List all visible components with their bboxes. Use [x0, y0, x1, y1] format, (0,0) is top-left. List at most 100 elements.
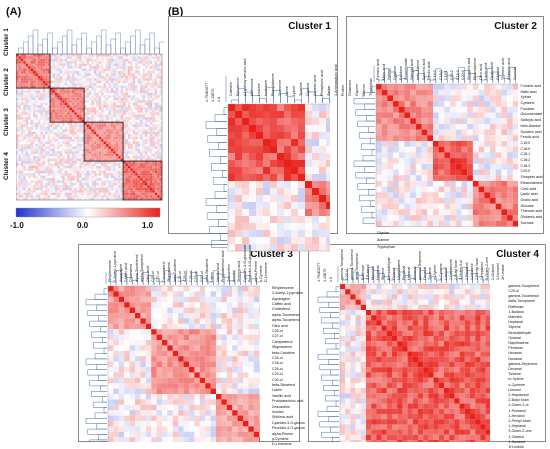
overview-cell — [62, 151, 64, 153]
heatmap-cell — [284, 230, 291, 237]
dendrogram-branch — [358, 184, 375, 190]
overview-cell — [38, 103, 40, 105]
overview-cell — [101, 78, 103, 80]
overview-cell — [160, 88, 162, 90]
overview-cell — [21, 183, 23, 185]
column-label: Glycerol — [307, 83, 311, 96]
heatmap-cell — [433, 135, 439, 141]
overview-cell — [45, 151, 47, 153]
overview-cell — [126, 181, 128, 183]
overview-cell — [96, 188, 98, 190]
overview-cell — [33, 159, 35, 161]
overview-cell — [152, 61, 154, 63]
overview-cell — [123, 110, 125, 112]
overview-cell — [116, 134, 118, 136]
overview-cell — [53, 59, 55, 61]
overview-cell — [35, 132, 37, 134]
overview-cell — [96, 73, 98, 75]
overview-cell — [43, 185, 45, 187]
heatmap-cell — [467, 170, 473, 176]
overview-dendrogram-branch — [140, 45, 145, 54]
overview-cell — [40, 198, 42, 200]
heatmap-cell — [235, 237, 242, 244]
overview-cell — [126, 127, 128, 129]
overview-cell — [26, 108, 28, 110]
overview-cell — [138, 144, 140, 146]
overview-cell — [70, 142, 72, 144]
overview-cell — [57, 125, 59, 127]
heatmap-cell — [405, 187, 411, 193]
overview-cell — [89, 83, 91, 85]
overview-cell — [123, 117, 125, 119]
heatmap-cell — [298, 111, 305, 118]
overview-cell — [67, 112, 69, 114]
overview-cell — [65, 178, 67, 180]
overview-cell — [150, 134, 152, 136]
overview-cell — [70, 176, 72, 178]
overview-cell — [147, 173, 149, 175]
overview-cell — [33, 115, 35, 117]
overview-cell — [72, 151, 74, 153]
heatmap-cell — [382, 175, 388, 181]
overview-cell — [145, 105, 147, 107]
overview-cell — [50, 132, 52, 134]
overview-cell — [62, 129, 64, 131]
overview-cell — [33, 112, 35, 114]
overview-cell — [50, 195, 52, 197]
overview-cell — [152, 146, 154, 148]
heatmap-cell — [305, 181, 312, 188]
overview-cell — [40, 56, 42, 58]
overview-cell — [62, 198, 64, 200]
overview-cell — [108, 173, 110, 175]
overview-cell — [130, 105, 132, 107]
overview-cell — [94, 73, 96, 75]
heatmap-cell — [249, 104, 256, 111]
column-label: Lysine — [293, 86, 297, 96]
overview-cell — [99, 64, 101, 66]
heatmap-cell — [263, 146, 270, 153]
overview-cell — [79, 91, 81, 93]
heatmap-cell — [399, 187, 405, 193]
heatmap-cell — [270, 104, 277, 111]
overview-cell — [106, 173, 108, 175]
overview-cell — [82, 61, 84, 63]
overview-cell — [147, 127, 149, 129]
overview-cell — [26, 117, 28, 119]
overview-dendrogram-branch — [126, 42, 131, 54]
overview-cell — [150, 108, 152, 110]
overview-cell — [152, 137, 154, 139]
overview-cell — [101, 91, 103, 93]
overview-cell — [126, 125, 128, 127]
heatmap-cell — [473, 198, 479, 204]
overview-cell — [133, 146, 135, 148]
overview-cell — [55, 64, 57, 66]
overview-cell — [43, 117, 45, 119]
overview-cell — [128, 151, 130, 153]
overview-cell — [143, 188, 145, 190]
overview-cell — [130, 88, 132, 90]
overview-cell — [74, 83, 76, 85]
overview-cell — [121, 108, 123, 110]
heatmap-cell — [490, 209, 496, 215]
overview-cell — [72, 54, 74, 56]
overview-cell — [23, 159, 25, 161]
overview-cell — [89, 93, 91, 95]
overview-cell — [21, 56, 23, 58]
heatmap-cell — [467, 124, 473, 130]
overview-cell — [99, 54, 101, 56]
overview-cell — [70, 56, 72, 58]
overview-cell — [43, 73, 45, 75]
overview-cell — [48, 166, 50, 168]
heatmap-cell — [291, 174, 298, 181]
overview-cell — [65, 83, 67, 85]
overview-cell — [40, 69, 42, 71]
overview-cell — [150, 129, 152, 131]
overview-cell — [126, 88, 128, 90]
overview-cell — [143, 166, 145, 168]
overview-cell — [160, 112, 162, 114]
overview-cell — [18, 98, 20, 100]
overview-cell — [79, 66, 81, 68]
overview-cell — [94, 125, 96, 127]
overview-cell — [77, 76, 79, 78]
overview-cell — [108, 105, 110, 107]
